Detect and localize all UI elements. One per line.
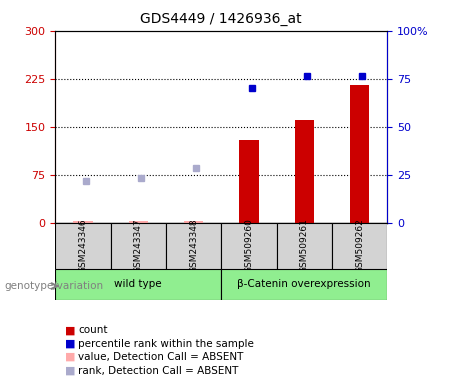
Text: ■: ■ [65,366,75,376]
Text: GSM243346: GSM243346 [78,218,88,273]
FancyBboxPatch shape [332,223,387,269]
Text: GSM509260: GSM509260 [244,218,254,273]
FancyBboxPatch shape [166,223,221,269]
Text: rank, Detection Call = ABSENT: rank, Detection Call = ABSENT [78,366,239,376]
Text: GSM509262: GSM509262 [355,218,364,273]
Bar [184,221,203,223]
Text: wild type: wild type [114,279,162,289]
Text: value, Detection Call = ABSENT: value, Detection Call = ABSENT [78,352,244,362]
Text: ■: ■ [65,339,75,349]
Text: ■: ■ [65,352,75,362]
FancyBboxPatch shape [111,223,166,269]
Text: genotype/variation: genotype/variation [5,281,104,291]
Text: GSM509261: GSM509261 [300,218,309,273]
Title: GDS4449 / 1426936_at: GDS4449 / 1426936_at [141,12,302,25]
Bar [350,85,369,223]
Bar [129,222,148,223]
Text: ■: ■ [65,325,75,335]
FancyBboxPatch shape [221,223,277,269]
Text: percentile rank within the sample: percentile rank within the sample [78,339,254,349]
Bar [295,120,314,223]
Bar [73,222,93,223]
FancyBboxPatch shape [221,269,387,300]
FancyBboxPatch shape [55,223,111,269]
Bar [239,139,259,223]
FancyBboxPatch shape [277,223,332,269]
Text: GSM243348: GSM243348 [189,218,198,273]
Text: β-Catenin overexpression: β-Catenin overexpression [237,279,371,289]
Text: GSM243347: GSM243347 [134,218,143,273]
FancyBboxPatch shape [55,269,221,300]
Text: count: count [78,325,108,335]
